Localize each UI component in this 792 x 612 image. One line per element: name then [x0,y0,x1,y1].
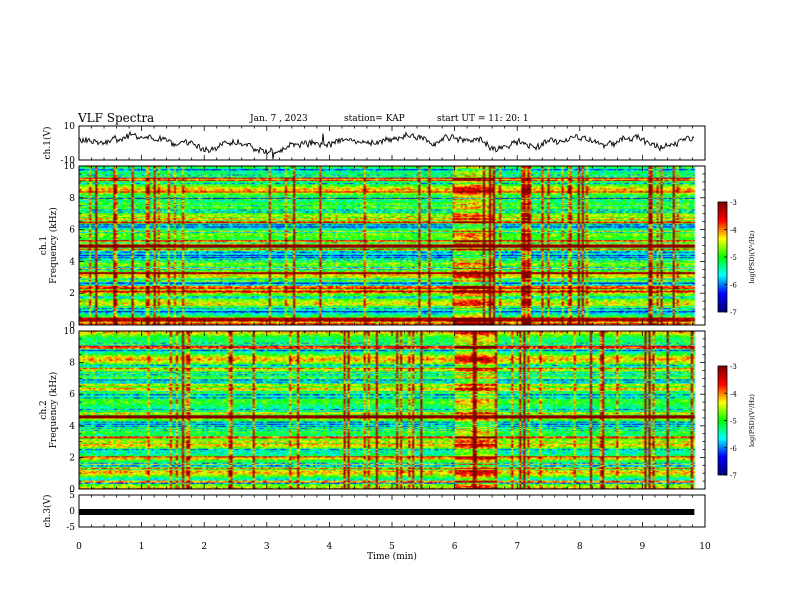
colorbar-tick-label: -5 [730,418,737,426]
ch3-waveform-line [79,509,695,515]
x-tick-label: 6 [452,542,458,552]
x-tick-label: 1 [139,542,145,552]
colorbar-2 [718,366,727,475]
x-tick-label: 7 [514,542,520,552]
colorbar-label: log(PSD)(V²/Hz) [748,394,756,447]
ch2-spectrogram-image [79,331,705,489]
colorbar-tick-label: -3 [730,363,737,371]
y-tick-label: 0 [69,507,75,517]
header-date: Jan. 7 , 2023 [250,114,308,124]
x-tick-label: 4 [327,542,333,552]
axis-ticks [78,126,706,527]
colorbars: -3 -4 -5 -6 -7 log(PSD)(V²/Hz) -3 -4 -5 -6 -7 log(P… [717,199,756,480]
y-tick-label: 10 [64,122,76,132]
figure-title: VLF Spectra [78,111,155,125]
x-tick-label: 8 [577,542,583,552]
spectrogram-images [79,166,705,489]
y-tick-label: 2 [69,289,75,299]
x-tick-label: 3 [264,542,270,552]
y-tick-label: 6 [69,226,75,236]
y-tick-label: 0 [69,321,75,331]
colorbar-tick-label: -7 [730,309,737,317]
y-tick-label: 10 [64,162,76,172]
colorbar-tick-label: -5 [730,254,737,262]
ch3-y-axis-title: ch.3(V) [42,495,53,528]
ch1-y-axis-title: ch.1(V) [42,127,53,160]
y-tick-label: 5 [69,491,75,501]
y-tick-label: 4 [69,257,75,267]
x-tick-label: 0 [76,542,82,552]
y-tick-label: 8 [69,359,75,369]
colorbar-tick-label: -4 [730,227,737,235]
colorbar-1 [718,202,727,312]
header-start-time: start UT = 11: 20: 1 [437,114,529,124]
y-tick-label: 8 [69,194,75,204]
ch1-spectrogram-image [79,166,705,325]
x-tick-label: 10 [699,542,711,552]
y-tick-label: 0 [69,485,75,495]
ch2-y-axis-title: ch.2 [39,400,49,419]
x-tick-label: 2 [201,542,207,552]
ch1-y-axis-title: ch.1 [39,236,49,255]
colorbar-tick-label: -3 [730,199,737,207]
header-station: station= KAP [344,114,405,124]
colorbar-tick-label: -7 [730,472,737,480]
ch1-y-axis-title: Frequency (kHz) [48,207,59,284]
colorbar-tick-label: -4 [730,390,737,398]
y-tick-label: 2 [69,453,75,463]
x-tick-label: 5 [389,542,395,552]
y-tick-label: -5 [66,523,75,533]
waveform-traces [78,130,695,515]
y-tick-label: 4 [69,422,75,432]
x-tick-label: 9 [640,542,646,552]
colorbar-tick-label: -6 [730,445,737,453]
ch1-waveform-line [78,130,695,160]
x-axis-title: Time (min) [367,551,417,562]
colorbar-tick-label: -6 [730,282,737,290]
y-tick-label: -10 [61,156,76,166]
y-tick-label: 6 [69,390,75,400]
colorbar-label: log(PSD)(V²/Hz) [748,230,756,283]
y-tick-label: 10 [64,327,76,337]
ch2-y-axis-title: Frequency (kHz) [48,372,59,449]
